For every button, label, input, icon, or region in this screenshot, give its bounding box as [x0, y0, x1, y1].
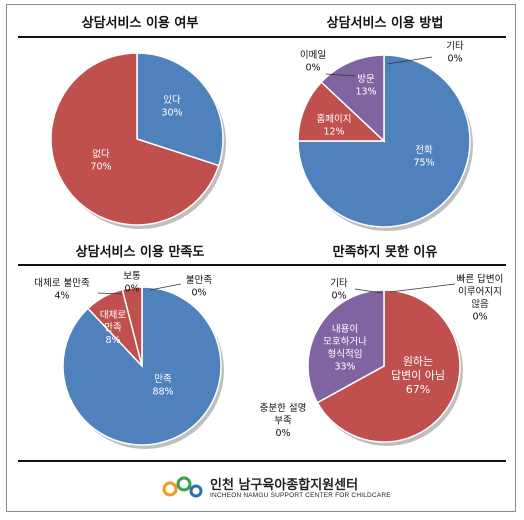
- middle-rule: [18, 264, 506, 266]
- leader-line: [389, 283, 456, 293]
- slice-label-대체로 만족: 대체로 만족 8%: [100, 310, 126, 346]
- pie-slice-홈페이지: [297, 81, 386, 142]
- pie-chart-2: 전화 75% 홈페이지 12%방문 13% 이메일 0% 기타 0%: [297, 41, 473, 231]
- slice-label-충분한 설명 부족: 충분한 설명 부족 0%: [260, 403, 307, 439]
- top-rule: [18, 36, 506, 38]
- slice-label-불만족: 불만족 0%: [186, 275, 212, 299]
- leader-line: [149, 283, 182, 291]
- slice-label-내용이 모호하거나 형식적임: 내용이 모호하거나 형식적임 33%: [323, 324, 367, 373]
- slice-label-대체로 불만족: 대체로 불만족 4%: [34, 278, 90, 302]
- slice-label-이메일: 이메일 0%: [300, 50, 326, 74]
- bottom-rule: [18, 460, 506, 462]
- slice-label-보통: 보통 0%: [123, 271, 141, 295]
- pie-chart-4: 원하는 답변이 아님 67% 내용이 모호하거나 형식적임 33% 충분한 설명 부족 0% 기타 0…: [260, 273, 504, 446]
- chart2-title: 상담서비스 이용 방법: [326, 16, 444, 31]
- slice-label-기타: 기타 0%: [330, 278, 348, 302]
- org-name: 인천 남구육아종합지원센터: [210, 478, 359, 493]
- slice-label-있다: 있다 30%: [161, 94, 182, 119]
- slice-label-홈페이지: 홈페이지 12%: [317, 113, 352, 138]
- pie-chart-3: 만족 88% 대체로 만족 8% 대체로 불만족 4% 보통 0% 불만족 0%: [34, 271, 224, 449]
- leader-line: [386, 56, 433, 65]
- pie-slice-있다: [136, 52, 224, 167]
- slice-label-기타: 기타 0%: [446, 41, 464, 65]
- chart3-title: 상담서비스 이용 만족도: [75, 245, 205, 260]
- pie-slice-대체로 불만족: [121, 286, 143, 367]
- pie-slice-없다: [50, 52, 220, 226]
- logo-icon: [162, 476, 203, 498]
- leader-line: [354, 288, 383, 294]
- pie-slice-원하는 답변이 아님: [316, 289, 461, 443]
- leader-line: [97, 292, 123, 295]
- slice-label-없다: 없다 70%: [90, 148, 111, 173]
- leader-line: [325, 73, 356, 77]
- chart1-title: 상담서비스 이용 여부: [81, 16, 199, 31]
- slice-label-원하는 답변이 아님: 원하는 답변이 아님 67%: [391, 354, 445, 396]
- slice-label-빠른 답변이 이루어지지 않음: 빠른 답변이 이루어지지 않음 0%: [457, 273, 504, 323]
- slice-label-전화: 전화 75%: [413, 145, 434, 169]
- pie-slice-전화: [297, 54, 471, 228]
- org-name-en: INCHEON NAMGU SUPPORT CENTER FOR CHILDCA…: [210, 492, 391, 499]
- logo-circle-3: [189, 484, 203, 498]
- pie-slice-내용이 모호하거나 형식적임: [307, 289, 385, 404]
- logo-circle-2: [176, 476, 192, 492]
- pie-slice-방문: [320, 54, 385, 143]
- slice-label-만족: 만족 88%: [152, 374, 173, 398]
- chart4-title: 만족하지 못한 이유: [332, 245, 438, 260]
- logo-circle-1: [162, 481, 178, 497]
- slice-label-방문: 방문 13%: [355, 74, 376, 98]
- pie-chart-1: 있다 30% 없다 70%: [50, 52, 226, 229]
